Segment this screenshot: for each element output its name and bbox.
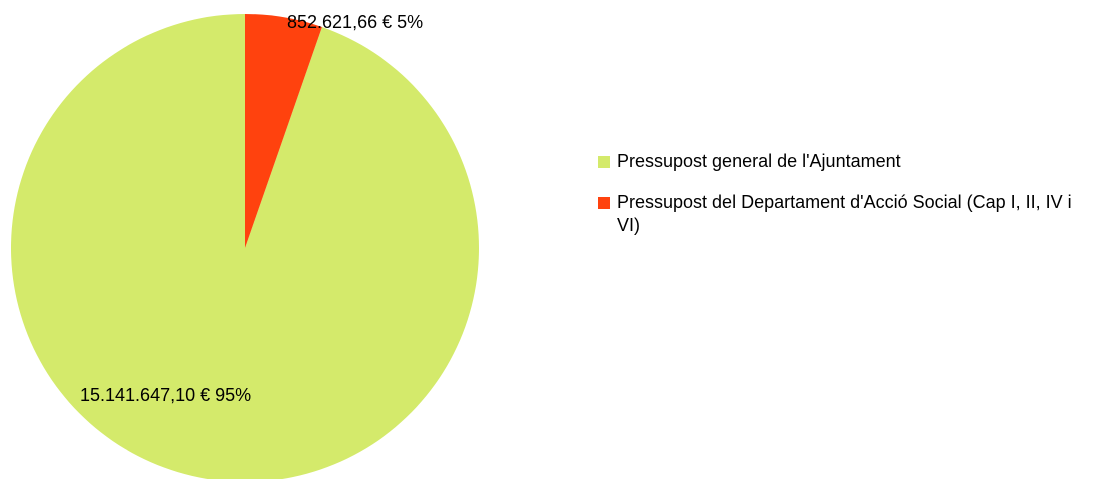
legend-item: Pressupost general de l'Ajuntament — [598, 150, 1094, 173]
pie-slice — [245, 14, 322, 248]
legend-swatch — [598, 156, 610, 168]
pie-slice — [11, 14, 479, 479]
legend-label: Pressupost del Departament d'Acció Socia… — [617, 192, 1072, 235]
legend-label: Pressupost general de l'Ajuntament — [617, 151, 901, 171]
data-label: 15.141.647,10 € 95% — [80, 385, 251, 405]
legend-swatch — [598, 197, 610, 209]
legend-item: Pressupost del Departament d'Acció Socia… — [598, 191, 1094, 237]
data-label: 852.621,66 € 5% — [287, 12, 423, 32]
legend: Pressupost general de l'Ajuntament Pressu… — [598, 150, 1094, 255]
